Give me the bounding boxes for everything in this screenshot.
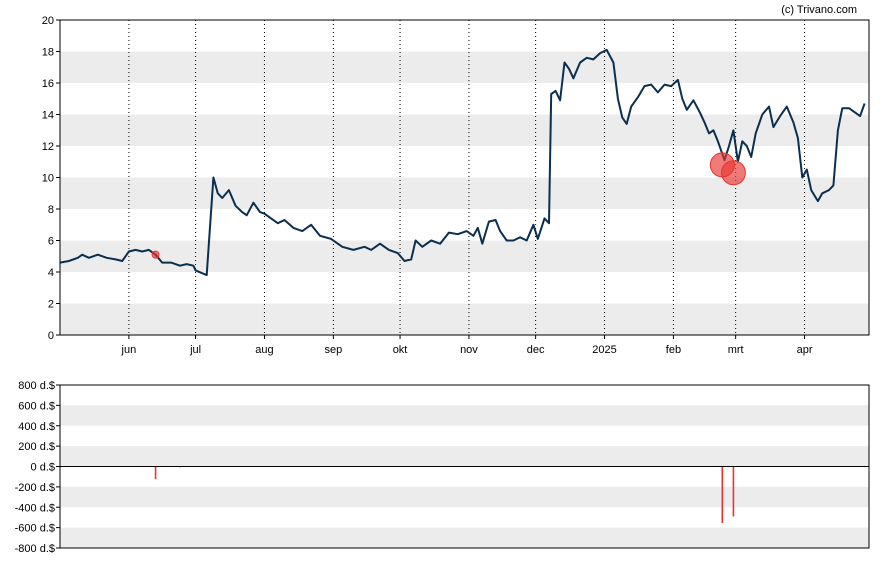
price-band xyxy=(60,240,869,272)
volume-band xyxy=(60,486,869,508)
price-band xyxy=(60,303,869,335)
x-tick-label: sep xyxy=(324,344,342,356)
y-tick-label: 0 d.$ xyxy=(31,462,55,474)
x-tick-label: nov xyxy=(460,344,478,356)
x-tick-label: jul xyxy=(189,344,201,356)
price-band xyxy=(60,20,869,52)
y-tick-label: 16 xyxy=(42,78,54,90)
price-band xyxy=(60,177,869,209)
volume-band xyxy=(60,527,869,548)
trade-marker xyxy=(720,160,746,186)
x-tick-label: 2025 xyxy=(592,344,616,356)
price-panel-axes: jun jul aug sep okt nov dec 2025 feb mrt apr 0 2 4 6 8 1… xyxy=(42,15,870,356)
insider-markers xyxy=(151,152,746,259)
volume-band xyxy=(60,405,869,426)
volume-band xyxy=(60,425,869,447)
y-tick-label: -200 d.$ xyxy=(15,482,55,494)
y-tick-label: 800 d.$ xyxy=(18,380,55,392)
x-tick-label: jun xyxy=(121,344,137,356)
y-tick-label: 8 xyxy=(48,204,54,216)
y-tick-label: 14 xyxy=(42,110,54,122)
y-tick-label: -600 d.$ xyxy=(15,523,55,535)
y-tick-label: 200 d.$ xyxy=(18,441,55,453)
y-tick-label: 2 xyxy=(48,299,54,311)
y-tick-label: 400 d.$ xyxy=(18,421,55,433)
price-line-group xyxy=(59,48,866,277)
y-tick-label: 4 xyxy=(48,267,54,279)
y-tick-label: 18 xyxy=(42,47,54,59)
price-band xyxy=(60,83,869,115)
volume-band xyxy=(60,466,869,487)
volume-panel-background xyxy=(60,385,869,548)
price-band xyxy=(60,209,869,241)
price-line xyxy=(59,48,866,277)
y-tick-label: 20 xyxy=(42,15,54,27)
watermark: (c) Trivano.com xyxy=(781,4,857,16)
insider-bars xyxy=(154,466,735,524)
x-tick-label: aug xyxy=(255,344,273,356)
y-tick-label: 600 d.$ xyxy=(18,400,55,412)
y-tick-label: -400 d.$ xyxy=(15,502,55,514)
price-band xyxy=(60,51,869,83)
y-tick-label: 10 xyxy=(42,173,54,185)
volume-band xyxy=(60,446,869,467)
price-panel-background xyxy=(60,20,869,335)
trade-marker xyxy=(151,250,160,259)
x-tick-label: okt xyxy=(393,344,408,356)
y-tick-label: 12 xyxy=(42,141,54,153)
price-panel-gridlines xyxy=(128,20,806,335)
x-tick-label: mrt xyxy=(728,344,744,356)
price-panel-frame xyxy=(59,19,870,336)
x-tick-label: apr xyxy=(797,344,813,356)
y-tick-label: 6 xyxy=(48,236,54,248)
x-tick-label: dec xyxy=(527,344,545,356)
x-tick-label: feb xyxy=(666,344,681,356)
price-band xyxy=(60,272,869,304)
volume-band xyxy=(60,507,869,528)
volume-panel-frame xyxy=(59,384,870,549)
y-tick-label: 0 xyxy=(48,330,54,342)
price-band xyxy=(60,114,869,146)
volume-band xyxy=(60,385,869,406)
volume-panel-axes: 800 d.$ 600 d.$ 400 d.$ 200 d.$ 0 d.$ -200 d.… xyxy=(15,380,870,555)
y-tick-label: -800 d.$ xyxy=(15,543,55,555)
